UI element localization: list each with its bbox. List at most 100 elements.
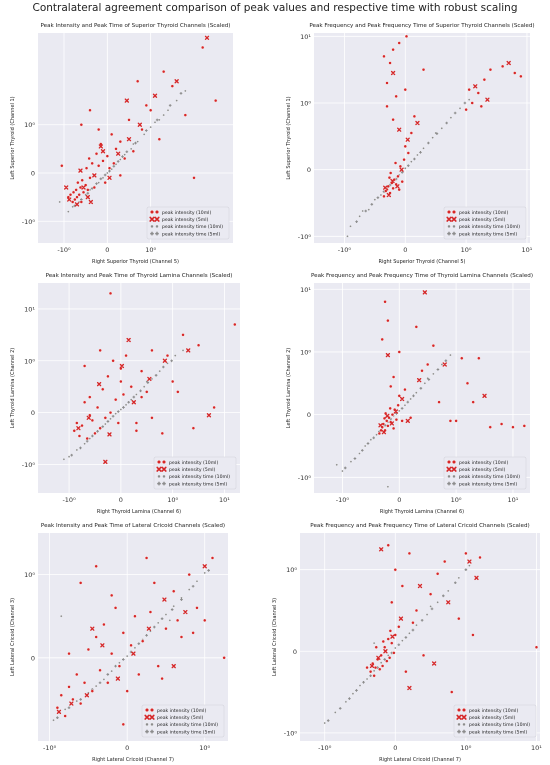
data-point xyxy=(408,416,413,420)
data-point xyxy=(83,442,86,445)
data-point xyxy=(344,700,348,704)
legend-label: peak intensity (5ml) xyxy=(162,217,209,223)
data-point xyxy=(370,203,374,206)
data-point xyxy=(96,429,99,433)
data-point xyxy=(366,442,370,445)
y-axis-label: Left Thyroid Lamina (Channel 2) xyxy=(10,348,16,429)
data-point xyxy=(372,674,376,678)
data-point xyxy=(144,103,149,108)
data-point xyxy=(140,639,145,643)
data-point xyxy=(467,98,471,101)
legend-marker xyxy=(462,729,466,734)
data-point xyxy=(391,375,396,379)
panel-4: -10⁰ 0 10⁰ 10¹ -10⁰ 0 10⁰ 10¹ Peak Frequency and… xyxy=(286,273,533,515)
data-point xyxy=(394,94,398,99)
data-point xyxy=(402,157,406,162)
data-point xyxy=(326,719,330,722)
data-point xyxy=(109,651,114,656)
data-point xyxy=(97,181,100,184)
data-point xyxy=(392,651,396,655)
x-tick-label: -10⁰ xyxy=(62,496,76,504)
data-point xyxy=(440,127,443,130)
legend-marker xyxy=(154,216,160,222)
data-point xyxy=(467,559,472,564)
data-point xyxy=(431,661,437,666)
legend-box xyxy=(443,206,527,240)
legend-box xyxy=(453,704,537,738)
data-point xyxy=(69,701,74,706)
data-point xyxy=(142,385,146,388)
data-point xyxy=(479,104,484,109)
data-point xyxy=(383,185,388,190)
data-point xyxy=(80,178,84,182)
data-point xyxy=(186,348,191,353)
data-point xyxy=(183,113,188,117)
data-point xyxy=(372,641,376,645)
data-point xyxy=(134,141,137,145)
data-point xyxy=(405,137,410,142)
data-point xyxy=(445,121,448,125)
legend-label: peak intensity time (5ml) xyxy=(459,231,517,237)
data-point xyxy=(175,99,178,102)
data-point xyxy=(88,108,92,112)
data-point xyxy=(382,194,386,199)
data-point xyxy=(448,419,453,423)
data-point xyxy=(473,84,478,89)
data-point xyxy=(397,394,401,398)
data-point xyxy=(94,684,98,688)
data-point xyxy=(160,617,164,620)
legend-marker xyxy=(456,714,462,720)
data-point xyxy=(103,416,108,420)
data-point xyxy=(372,436,375,440)
data-point xyxy=(183,609,188,615)
data-point xyxy=(416,153,419,157)
data-point xyxy=(381,639,385,644)
legend-marker xyxy=(157,474,161,478)
legend-marker xyxy=(150,729,154,734)
data-point xyxy=(174,354,177,357)
x-tick-label: 0 xyxy=(119,496,123,504)
data-point xyxy=(416,377,422,383)
data-point xyxy=(78,185,83,190)
data-point xyxy=(346,235,349,238)
data-point xyxy=(135,393,138,396)
data-point xyxy=(358,452,361,455)
x-tick-label: 10¹ xyxy=(508,496,519,504)
data-point xyxy=(404,636,408,639)
legend-marker xyxy=(452,224,456,228)
data-point xyxy=(435,132,439,135)
data-point xyxy=(369,674,372,678)
data-point xyxy=(386,543,390,547)
data-point xyxy=(415,120,420,126)
data-point xyxy=(102,678,106,681)
data-point xyxy=(113,397,118,402)
data-point xyxy=(417,583,423,589)
data-point xyxy=(429,605,432,608)
data-point xyxy=(374,645,378,649)
data-point xyxy=(460,356,464,360)
data-point xyxy=(107,432,112,437)
legend: peak intensity (10ml)peak intensity (5ml… xyxy=(141,704,225,738)
data-point xyxy=(63,708,67,711)
data-point xyxy=(408,632,411,635)
data-point xyxy=(187,572,191,577)
data-point xyxy=(191,584,195,588)
data-point xyxy=(125,689,129,693)
data-point xyxy=(206,413,212,418)
data-point xyxy=(92,185,97,190)
data-point xyxy=(119,379,123,384)
data-point xyxy=(404,669,408,674)
legend-marker xyxy=(155,231,159,236)
data-point xyxy=(436,368,440,371)
data-point xyxy=(137,642,141,645)
data-point xyxy=(355,220,358,223)
data-point xyxy=(122,156,127,161)
data-point xyxy=(84,166,89,170)
x-axis-label: Right Thyroid Lamina (Channel 6) xyxy=(380,509,464,515)
data-point xyxy=(400,171,404,174)
data-point xyxy=(135,79,140,83)
data-point xyxy=(410,160,413,163)
panel-title: Peak Frequency and Peak Frequency Time o… xyxy=(311,273,533,279)
legend-marker xyxy=(150,224,154,228)
data-point xyxy=(154,373,158,377)
